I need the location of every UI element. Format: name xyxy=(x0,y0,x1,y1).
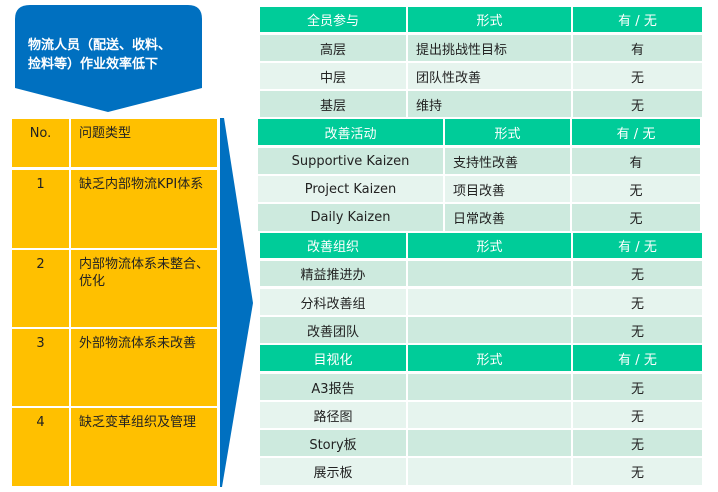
problem-no: 4 xyxy=(12,408,69,486)
table-cell: 日常改善 xyxy=(445,204,570,231)
table-header-cell: 有 / 无 xyxy=(573,233,702,258)
table-cell: Daily Kaizen xyxy=(258,204,443,231)
table-cell: A3报告 xyxy=(260,374,406,400)
table-cell: 无 xyxy=(572,204,700,231)
table-header-cell: 改善活动 xyxy=(258,119,443,145)
table-cell: 中层 xyxy=(260,63,406,89)
table-cell: 无 xyxy=(573,374,702,400)
table-cell: 精益推进办 xyxy=(260,261,406,286)
table-cell: 展示板 xyxy=(260,458,406,485)
table-cell: 无 xyxy=(572,176,700,202)
table-header-cell: 形式 xyxy=(408,345,571,371)
table-cell: Project Kaizen xyxy=(258,176,443,202)
table-cell: 路径图 xyxy=(260,402,406,428)
table-cell xyxy=(408,289,571,315)
table-cell: 项目改善 xyxy=(445,176,570,202)
table-cell: 改善团队 xyxy=(260,317,406,343)
problem-type: 外部物流体系未改善 xyxy=(71,329,217,406)
table-header-cell: 改善组织 xyxy=(260,233,406,258)
problem-type-header: 问题类型 xyxy=(71,119,217,167)
table-cell: 无 xyxy=(573,63,702,89)
table-cell: 无 xyxy=(573,91,702,117)
problem-type: 缺乏内部物流KPI体系 xyxy=(71,170,217,248)
table-cell: 无 xyxy=(573,402,702,428)
table-header-cell: 形式 xyxy=(408,7,571,32)
table-cell xyxy=(408,430,571,456)
table-cell: 有 xyxy=(573,35,702,61)
callout-line-2: 捡料等）作业效率低下 xyxy=(28,57,159,72)
table-cell: 无 xyxy=(573,430,702,456)
table-cell xyxy=(408,374,571,400)
callout-text: 物流人员（配送、收料、 捡料等）作业效率低下 xyxy=(28,36,198,74)
problem-no-header: No. xyxy=(12,119,69,167)
table-cell: 支持性改善 xyxy=(445,148,570,174)
table-header-cell: 有 / 无 xyxy=(573,345,702,371)
table-cell: Story板 xyxy=(260,430,406,456)
table-cell: 无 xyxy=(573,261,702,286)
problem-no: 3 xyxy=(12,329,69,406)
problem-type: 内部物流体系未整合、优化 xyxy=(71,250,217,327)
table-header-cell: 目视化 xyxy=(260,345,406,371)
table-header-cell: 全员参与 xyxy=(260,7,406,32)
table-header-cell: 有 / 无 xyxy=(573,7,702,32)
table-cell: 无 xyxy=(573,458,702,485)
table-cell: 分科改善组 xyxy=(260,289,406,315)
table-header-cell: 形式 xyxy=(445,119,570,145)
table-header-cell: 形式 xyxy=(408,233,571,258)
table-cell: 无 xyxy=(573,317,702,343)
table-cell: 团队性改善 xyxy=(408,63,571,89)
callout-bubble xyxy=(15,5,202,112)
table-cell xyxy=(408,402,571,428)
problem-type: 缺乏变革组织及管理 xyxy=(71,408,217,486)
problem-no: 1 xyxy=(12,170,69,248)
table-cell xyxy=(408,458,571,485)
table-header-cell: 有 / 无 xyxy=(572,119,700,145)
callout-line-1: 物流人员（配送、收料、 xyxy=(28,38,172,53)
arrow-chevron xyxy=(220,118,253,487)
table-cell: 有 xyxy=(572,148,700,174)
table-cell: Supportive Kaizen xyxy=(258,148,443,174)
table-cell: 提出挑战性目标 xyxy=(408,35,571,61)
table-cell: 高层 xyxy=(260,35,406,61)
table-cell: 基层 xyxy=(260,91,406,117)
table-cell: 维持 xyxy=(408,91,571,117)
table-cell xyxy=(408,261,571,286)
table-cell xyxy=(408,317,571,343)
problem-no: 2 xyxy=(12,250,69,327)
table-cell: 无 xyxy=(573,289,702,315)
